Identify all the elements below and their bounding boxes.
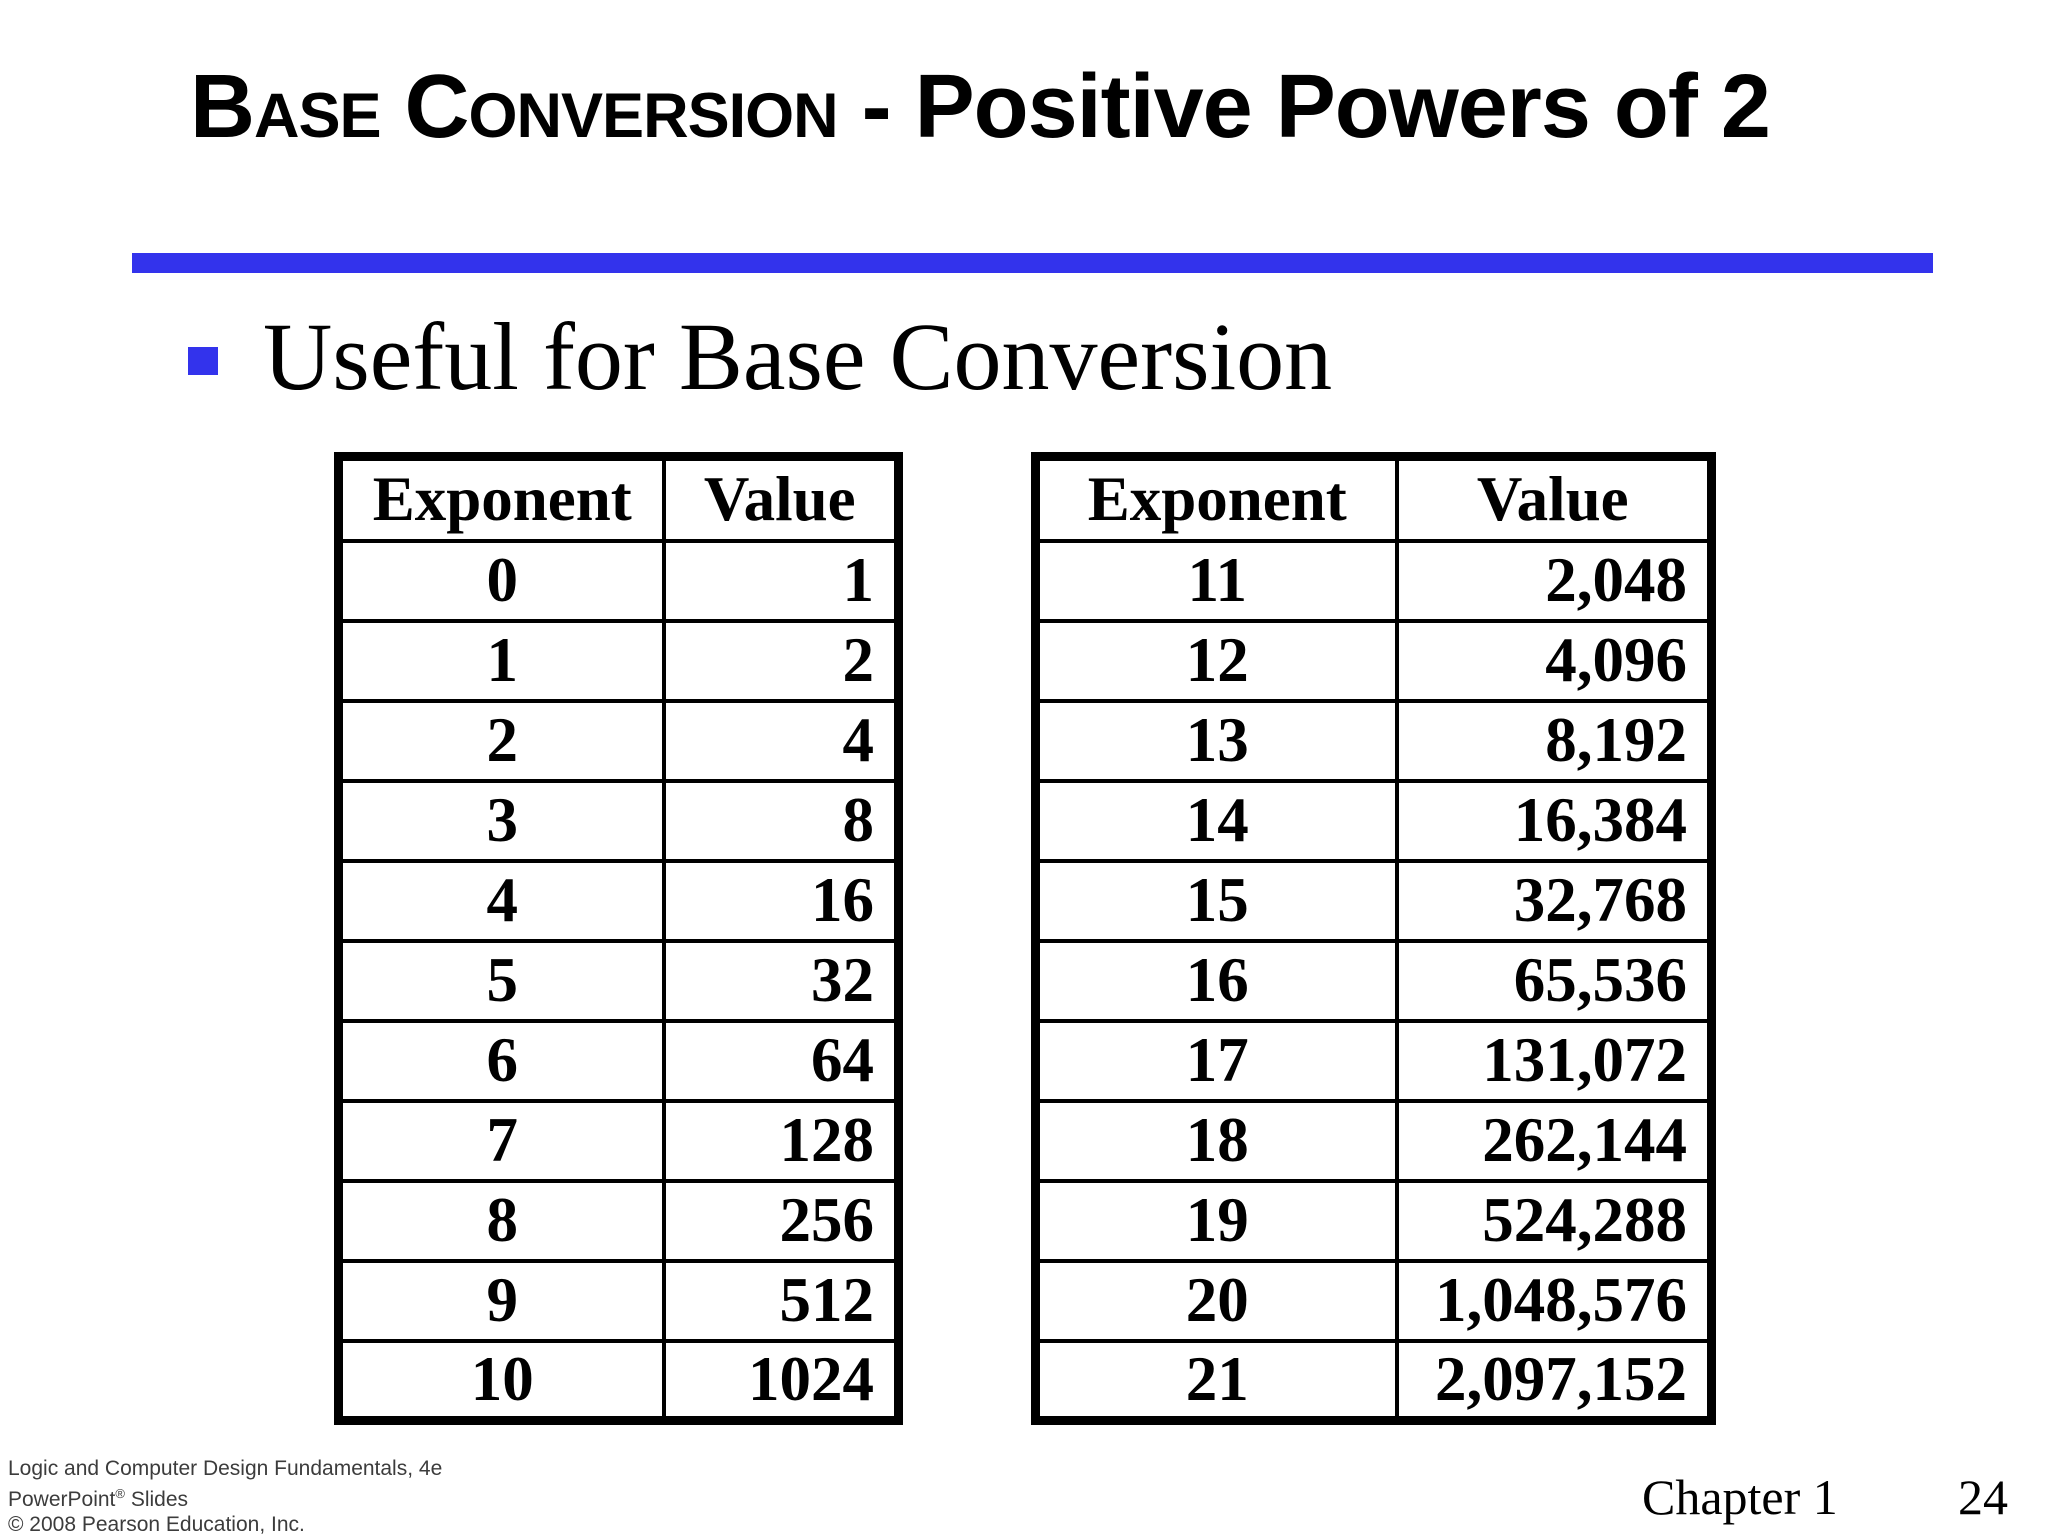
value-cell: 32	[661, 938, 901, 1023]
value-cell: 8	[661, 778, 901, 863]
footer-book-title: Logic and Computer Design Fundamentals, …	[8, 1457, 443, 1480]
footer-attribution: Logic and Computer Design Fundamentals, …	[8, 1456, 442, 1537]
value-cell: 2	[661, 618, 901, 703]
exponent-cell: 21	[1033, 1338, 1399, 1423]
value-cell: 16	[661, 858, 901, 943]
exponent-cell: 16	[1033, 938, 1399, 1023]
value-cell: 4,096	[1394, 618, 1714, 703]
exponent-cell: 8	[336, 1178, 666, 1263]
exponent-cell: 2	[336, 698, 666, 783]
exponent-cell: 5	[336, 938, 666, 1023]
exponent-cell: 7	[336, 1098, 666, 1183]
slide-title-rest: - Positive Powers of 2	[837, 57, 1771, 157]
value-cell: 64	[661, 1018, 901, 1103]
exponent-cell: 15	[1033, 858, 1399, 943]
table-row: 17 131,072	[1033, 1018, 1714, 1103]
table-row: 14 16,384	[1033, 778, 1714, 863]
table-row: 12 4,096	[1033, 618, 1714, 703]
exponent-cell: 17	[1033, 1018, 1399, 1103]
value-cell: 256	[661, 1178, 901, 1263]
bullet-square-icon	[188, 347, 218, 375]
exponent-cell: 1	[336, 618, 666, 703]
exponent-cell: 13	[1033, 698, 1399, 783]
page-number: 24	[1958, 1469, 2008, 1525]
exponent-cell: 20	[1033, 1258, 1399, 1343]
value-cell: 8,192	[1394, 698, 1714, 783]
table-row: 5 32	[336, 938, 901, 1023]
footer-slides-base: PowerPoint	[8, 1488, 116, 1511]
value-header: Value	[661, 454, 901, 543]
exponent-header: Exponent	[336, 454, 666, 543]
table-row: 9 512	[336, 1258, 901, 1343]
value-cell: 16,384	[1394, 778, 1714, 863]
exponent-cell: 0	[336, 538, 666, 623]
table-row: 6 64	[336, 1018, 901, 1103]
table-row: 13 8,192	[1033, 698, 1714, 783]
slide-title-smallcaps: Base Conversion	[190, 57, 839, 157]
table-row: 7 128	[336, 1098, 901, 1183]
bullet-text: Useful for Base Conversion	[263, 303, 1333, 410]
exponent-cell: 12	[1033, 618, 1399, 703]
table-row: 4 16	[336, 858, 901, 943]
value-cell: 131,072	[1394, 1018, 1714, 1103]
table-row: 20 1,048,576	[1033, 1258, 1714, 1343]
table-row: 11 2,048	[1033, 538, 1714, 623]
value-cell: 1024	[661, 1338, 901, 1423]
registered-trademark-icon: ®	[115, 1486, 125, 1501]
exponent-cell: 14	[1033, 778, 1399, 863]
value-cell: 262,144	[1394, 1098, 1714, 1183]
accent-divider-bar	[132, 253, 1933, 273]
exponent-cell: 3	[336, 778, 666, 863]
table-header-row: Exponent Value	[1033, 454, 1714, 543]
value-cell: 1	[661, 538, 901, 623]
value-cell: 2,097,152	[1394, 1338, 1714, 1423]
table-row: 19 524,288	[1033, 1178, 1714, 1263]
value-cell: 1,048,576	[1394, 1258, 1714, 1343]
value-cell: 4	[661, 698, 901, 783]
table-header-row: Exponent Value	[336, 454, 901, 543]
value-cell: 128	[661, 1098, 901, 1183]
exponent-cell: 4	[336, 858, 666, 943]
powers-table-11-21: Exponent Value 11 2,048 12 4,096 13 8,192 1…	[1031, 452, 1716, 1425]
footer-slides-line: PowerPoint® Slides	[8, 1481, 442, 1512]
value-header: Value	[1394, 454, 1714, 543]
exponent-cell: 18	[1033, 1098, 1399, 1183]
exponent-cell: 10	[336, 1338, 666, 1423]
table-row: 16 65,536	[1033, 938, 1714, 1023]
value-cell: 2,048	[1394, 538, 1714, 623]
table-row: 18 262,144	[1033, 1098, 1714, 1183]
value-cell: 65,536	[1394, 938, 1714, 1023]
chapter-label: Chapter 1	[1642, 1469, 1838, 1525]
exponent-cell: 11	[1033, 538, 1399, 623]
slide-title: Base Conversion - Positive Powers of 2	[190, 48, 1771, 166]
value-cell: 512	[661, 1258, 901, 1343]
value-cell: 524,288	[1394, 1178, 1714, 1263]
table-row: 21 2,097,152	[1033, 1338, 1714, 1423]
exponent-header: Exponent	[1033, 454, 1399, 543]
footer-slides-rest: Slides	[124, 1488, 189, 1511]
table-row: 15 32,768	[1033, 858, 1714, 943]
table-row: 10 1024	[336, 1338, 901, 1423]
footer-copyright: © 2008 Pearson Education, Inc.	[8, 1513, 305, 1536]
exponent-cell: 9	[336, 1258, 666, 1343]
value-cell: 32,768	[1394, 858, 1714, 943]
table-row: 8 256	[336, 1178, 901, 1263]
exponent-cell: 19	[1033, 1178, 1399, 1263]
exponent-cell: 6	[336, 1018, 666, 1103]
